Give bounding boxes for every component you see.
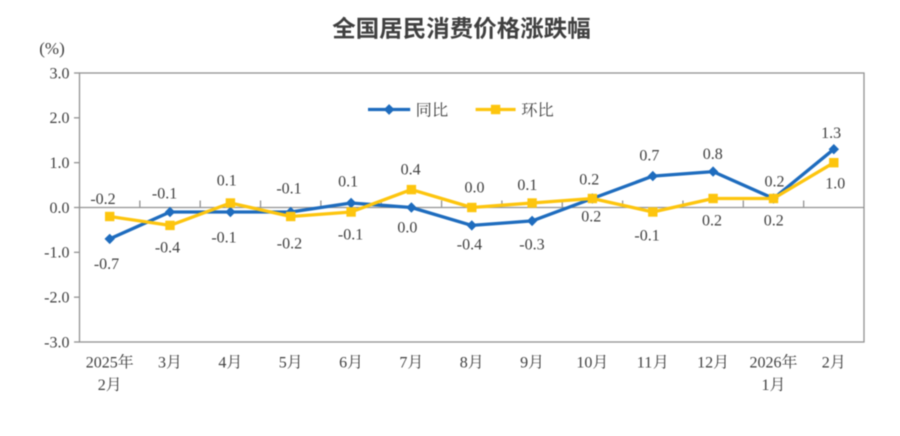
svg-text:0.0: 0.0 [465, 179, 485, 196]
svg-text:-0.2: -0.2 [90, 191, 115, 208]
svg-text:11: 11 [637, 355, 652, 372]
svg-text:3: 3 [158, 355, 166, 372]
svg-text:0.1: 0.1 [517, 177, 537, 194]
svg-text:1: 1 [762, 377, 770, 394]
svg-text:0.2: 0.2 [765, 173, 785, 190]
svg-text:4: 4 [218, 355, 226, 372]
svg-text:(%): (%) [39, 39, 64, 58]
svg-text:-1.0: -1.0 [44, 245, 69, 262]
svg-text:0.0: 0.0 [50, 200, 70, 217]
svg-text:1.0: 1.0 [50, 155, 70, 172]
svg-text:8: 8 [460, 355, 468, 372]
svg-text:0.2: 0.2 [581, 209, 601, 226]
svg-text:-0.4: -0.4 [155, 239, 180, 256]
svg-text:5: 5 [279, 355, 287, 372]
svg-text:2026: 2026 [750, 355, 782, 372]
svg-text:0.1: 0.1 [338, 174, 358, 191]
svg-text:1.0: 1.0 [825, 175, 845, 192]
svg-text:6: 6 [339, 355, 347, 372]
svg-text:3.0: 3.0 [50, 65, 70, 82]
svg-text:-0.1: -0.1 [152, 185, 177, 202]
svg-text:0.0: 0.0 [397, 220, 417, 237]
svg-text:0.8: 0.8 [703, 146, 723, 163]
svg-text:0.4: 0.4 [401, 161, 421, 178]
svg-text:-0.1: -0.1 [211, 230, 236, 247]
svg-text:0.2: 0.2 [702, 213, 722, 230]
svg-text:2025: 2025 [86, 355, 118, 372]
svg-text:-0.2: -0.2 [277, 236, 302, 253]
svg-text:1.3: 1.3 [821, 125, 841, 142]
svg-text:2: 2 [822, 355, 830, 372]
svg-text:-0.1: -0.1 [634, 228, 659, 245]
svg-text:-0.1: -0.1 [276, 180, 301, 197]
svg-text:0.2: 0.2 [579, 172, 599, 189]
svg-text:10: 10 [576, 355, 592, 372]
svg-text:-0.1: -0.1 [338, 227, 363, 244]
svg-text:9: 9 [520, 355, 528, 372]
svg-text:-0.7: -0.7 [94, 256, 119, 273]
svg-text:12: 12 [697, 355, 713, 372]
svg-text:0.1: 0.1 [217, 172, 237, 189]
svg-text:-3.0: -3.0 [44, 334, 69, 351]
svg-text:-0.3: -0.3 [519, 237, 544, 254]
svg-text:2: 2 [98, 377, 106, 394]
svg-text:2.0: 2.0 [50, 110, 70, 127]
svg-text:-2.0: -2.0 [44, 290, 69, 307]
svg-text:0.2: 0.2 [764, 213, 784, 230]
svg-text:7: 7 [399, 355, 407, 372]
svg-text:0.7: 0.7 [639, 148, 659, 165]
svg-text:-0.4: -0.4 [457, 237, 482, 254]
